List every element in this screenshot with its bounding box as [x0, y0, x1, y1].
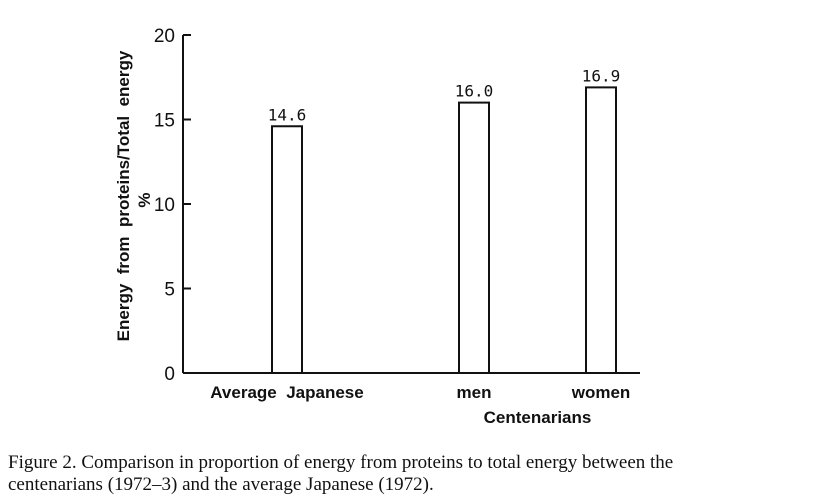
bar-value-label: 14.6 — [268, 105, 307, 124]
bar-value-label: 16.9 — [582, 66, 621, 85]
bar-value-label: 16.0 — [455, 82, 494, 101]
category-label: Average Japanese — [210, 383, 363, 402]
y-tick-label: 5 — [164, 280, 175, 301]
category-labels: Average Japanese men women — [210, 383, 630, 402]
y-axis-label: Energy from proteins/Total energy — [114, 50, 133, 341]
bar — [271, 125, 303, 375]
bar-chart: 0 5 10 15 20 14.6 16.0 16.9 Average Japanese me… — [114, 26, 640, 427]
category-label: men — [457, 383, 492, 402]
group-label: Centenarians — [484, 408, 592, 427]
y-ticks: 0 5 10 15 20 — [154, 26, 191, 385]
bar — [585, 86, 617, 374]
caption-line-2: centenarians (1972–3) and the average Ja… — [8, 474, 434, 495]
figure-caption: Figure 2. Comparison in proportion of en… — [8, 452, 820, 496]
y-tick-label: 20 — [154, 26, 175, 47]
bar — [458, 101, 490, 374]
bars: 14.6 16.0 16.9 — [268, 66, 621, 375]
y-tick-label: 0 — [164, 364, 175, 385]
y-axis-unit: % — [135, 192, 154, 207]
caption-line-1: Figure 2. Comparison in proportion of en… — [8, 452, 674, 473]
y-tick-label: 15 — [154, 111, 175, 132]
y-tick-label: 10 — [154, 195, 175, 216]
category-label: women — [571, 383, 631, 402]
